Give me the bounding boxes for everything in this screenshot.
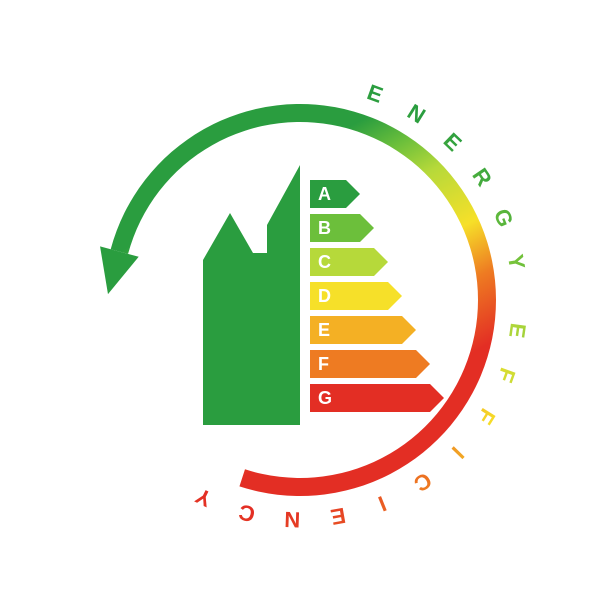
energy-efficiency-infographic: ABCDEFG ENERGYEFFICIENCY xyxy=(0,0,600,600)
efficiency-bar-label-a: A xyxy=(318,184,331,204)
efficiency-bar-label-f: F xyxy=(318,354,329,374)
ring-arrowhead xyxy=(100,246,139,294)
arc-letter-11: I xyxy=(375,491,390,516)
efficiency-bar-label-d: D xyxy=(318,286,331,306)
house-icon xyxy=(203,165,300,425)
efficiency-bar-label-c: C xyxy=(318,252,331,272)
arc-letter-5: Y xyxy=(503,252,530,271)
arc-letter-6: E xyxy=(504,322,531,340)
efficiency-bar-label-b: B xyxy=(318,218,331,238)
efficiency-bar-label-g: G xyxy=(318,388,332,408)
arc-letter-2: E xyxy=(439,128,467,156)
arc-letter-10: C xyxy=(409,467,436,497)
arc-letter-9: I xyxy=(447,442,469,464)
efficiency-bars: ABCDEFG xyxy=(310,180,444,412)
house-shape xyxy=(203,165,300,425)
efficiency-bar-label-e: E xyxy=(318,320,330,340)
arc-letter-7: F xyxy=(492,365,520,386)
arc-letter-0: E xyxy=(364,79,386,108)
arc-letter-1: N xyxy=(403,99,430,129)
arc-letter-12: E xyxy=(329,503,348,530)
arc-letter-8: F xyxy=(472,404,500,429)
ring-body xyxy=(111,104,496,496)
arc-letter-15: Y xyxy=(191,483,215,512)
infographic-svg: ABCDEFG ENERGYEFFICIENCY xyxy=(0,0,600,600)
arc-letter-14: C xyxy=(236,499,258,527)
arc-letter-4: G xyxy=(489,205,519,230)
arc-letter-13: N xyxy=(284,507,301,533)
arc-letter-3: R xyxy=(467,164,497,191)
